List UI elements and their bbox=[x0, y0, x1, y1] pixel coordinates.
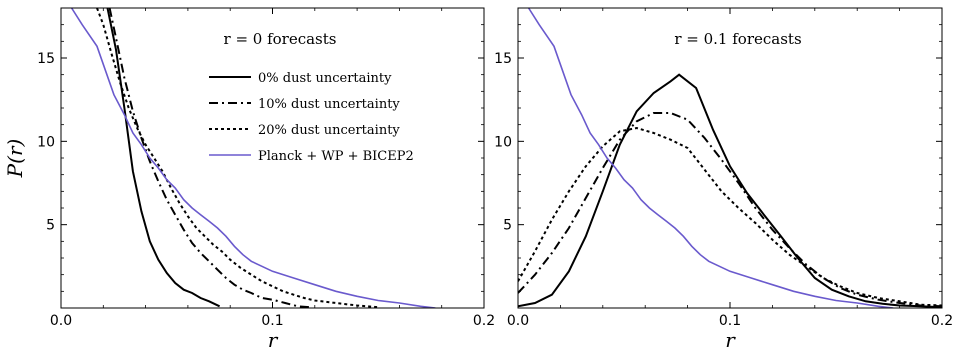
x-tick-label: 0.0 bbox=[507, 313, 529, 329]
panel-r0-forecasts: 0.0 0.1 0.2 5 10 15 r r = 0 forecasts 0% dust un… bbox=[37, 7, 495, 352]
y-tick-label: 5 bbox=[46, 218, 55, 234]
x-tick-label: 0.1 bbox=[719, 313, 741, 329]
plot-frame bbox=[517, 7, 943, 309]
y-tick-label: 10 bbox=[494, 134, 512, 150]
y-tick-label: 15 bbox=[37, 51, 55, 67]
x-tick-label: 0.1 bbox=[261, 313, 283, 329]
y-tick-label: 10 bbox=[37, 134, 55, 150]
y-tick-label: 5 bbox=[503, 218, 512, 234]
series-line-4 bbox=[527, 8, 894, 308]
series-line-1 bbox=[106, 8, 221, 308]
y-tick-label: 15 bbox=[494, 51, 512, 67]
series-line-2 bbox=[518, 112, 942, 308]
legend-label-2: 10% dust uncertainty bbox=[258, 97, 400, 112]
legend-label-1: 0% dust uncertainty bbox=[258, 71, 392, 86]
x-tick-label: 0.2 bbox=[473, 313, 495, 329]
x-tick-label: 0.0 bbox=[50, 313, 72, 329]
series-line-2 bbox=[108, 8, 311, 308]
panel-r01-forecasts: 0.0 0.1 0.2 5 10 15 r r = 0.1 forecasts bbox=[494, 7, 953, 352]
series-line-4 bbox=[70, 8, 436, 308]
series-line-3 bbox=[96, 8, 379, 308]
x-axis-label: r bbox=[268, 328, 279, 352]
panel-title: r = 0.1 forecasts bbox=[674, 30, 801, 48]
legend-label-4: Planck + WP + BICEP2 bbox=[258, 149, 414, 164]
series-line-1 bbox=[518, 73, 942, 308]
y-axis-label: P(r) bbox=[3, 139, 27, 179]
panel-title: r = 0 forecasts bbox=[224, 30, 337, 48]
x-tick-label: 0.2 bbox=[931, 313, 953, 329]
legend-label-3: 20% dust uncertainty bbox=[258, 123, 400, 138]
legend: 0% dust uncertainty 10% dust uncertainty 2… bbox=[209, 71, 414, 164]
x-axis-label: r bbox=[725, 328, 736, 352]
series-line-3 bbox=[518, 126, 942, 307]
